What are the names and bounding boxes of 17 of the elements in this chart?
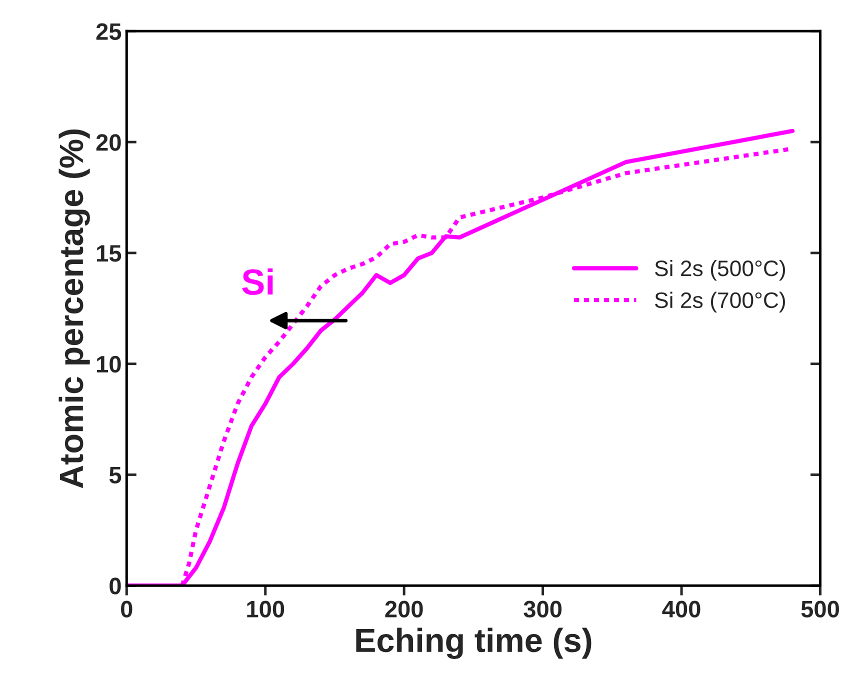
x-tick-label: 500 (801, 600, 839, 618)
y-tick-label: 0 (110, 578, 121, 594)
y-axis-title: Atomic percentage (%) (58, 129, 90, 488)
y-tick-label: 10 (97, 356, 121, 373)
x-tick-label: 200 (385, 600, 423, 618)
y-tick-label: 25 (96, 23, 122, 40)
x-tick-label: 300 (524, 600, 562, 618)
legend-label: Si 2s (700°C) (655, 292, 786, 312)
x-axis-title: Eching time (s) (356, 628, 592, 659)
legend-label: Si 2s (500°C) (655, 260, 786, 281)
annotation: Si (242, 268, 273, 295)
y-tick-label: 20 (96, 134, 121, 151)
x-tick-label: 100 (247, 600, 284, 618)
y-tick-label: 15 (97, 245, 122, 262)
x-tick-label: 0 (121, 600, 132, 618)
x-tick-label: 400 (662, 600, 700, 618)
y-tick-label: 5 (109, 467, 122, 484)
